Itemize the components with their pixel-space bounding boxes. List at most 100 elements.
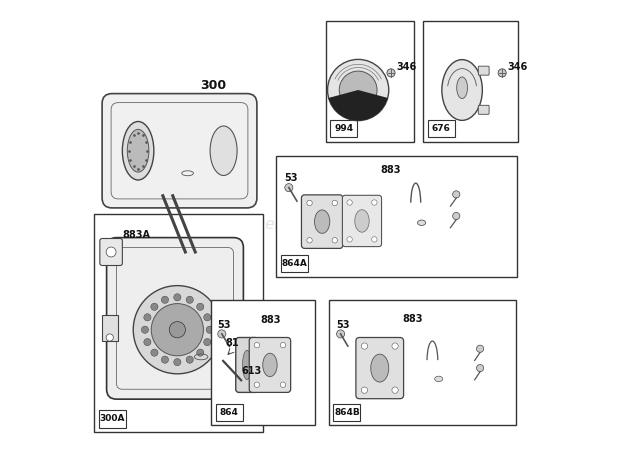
FancyBboxPatch shape [277, 156, 517, 277]
Circle shape [221, 358, 226, 364]
Circle shape [332, 238, 337, 243]
Circle shape [197, 349, 204, 356]
Text: 883: 883 [402, 315, 423, 324]
FancyBboxPatch shape [478, 66, 489, 75]
Ellipse shape [314, 210, 330, 233]
Circle shape [392, 387, 398, 393]
Circle shape [218, 330, 226, 338]
Circle shape [280, 382, 286, 387]
Circle shape [161, 356, 169, 363]
FancyBboxPatch shape [236, 338, 259, 392]
Polygon shape [211, 349, 223, 355]
FancyBboxPatch shape [211, 300, 316, 425]
Circle shape [477, 364, 484, 372]
Text: 346: 346 [396, 62, 417, 72]
FancyBboxPatch shape [329, 300, 516, 425]
Text: 864A: 864A [281, 259, 307, 268]
Circle shape [204, 314, 211, 321]
Circle shape [453, 191, 460, 198]
Text: 53: 53 [336, 320, 350, 330]
Circle shape [174, 359, 181, 366]
Circle shape [307, 200, 312, 206]
FancyBboxPatch shape [478, 105, 489, 114]
Circle shape [151, 303, 158, 310]
FancyBboxPatch shape [342, 195, 381, 247]
Text: 81: 81 [226, 338, 239, 348]
Circle shape [280, 342, 286, 348]
FancyBboxPatch shape [249, 338, 291, 392]
Circle shape [371, 237, 377, 242]
Circle shape [141, 326, 149, 333]
Ellipse shape [210, 126, 237, 176]
Ellipse shape [127, 130, 149, 172]
Circle shape [371, 200, 377, 205]
Circle shape [206, 326, 213, 333]
Wedge shape [329, 90, 388, 121]
Circle shape [387, 69, 395, 77]
FancyBboxPatch shape [334, 404, 360, 421]
Text: 864B: 864B [334, 408, 360, 417]
Circle shape [169, 322, 185, 338]
Text: 883: 883 [381, 165, 401, 175]
Ellipse shape [371, 354, 389, 382]
FancyBboxPatch shape [281, 255, 308, 272]
Text: 883A: 883A [122, 230, 150, 240]
Circle shape [161, 296, 169, 303]
Circle shape [339, 71, 377, 109]
FancyBboxPatch shape [99, 410, 125, 428]
FancyBboxPatch shape [102, 94, 257, 208]
Circle shape [151, 304, 203, 356]
Circle shape [285, 184, 293, 192]
Text: 346: 346 [507, 62, 528, 72]
Circle shape [204, 338, 211, 346]
Circle shape [332, 200, 337, 206]
Circle shape [186, 356, 193, 363]
FancyBboxPatch shape [423, 21, 518, 142]
Circle shape [392, 343, 398, 349]
Circle shape [347, 200, 352, 205]
Circle shape [151, 349, 158, 356]
Circle shape [337, 330, 345, 338]
Circle shape [186, 296, 193, 303]
Circle shape [498, 69, 506, 77]
Circle shape [133, 286, 221, 374]
Text: 864: 864 [219, 408, 239, 417]
FancyBboxPatch shape [428, 120, 455, 137]
Ellipse shape [457, 77, 467, 99]
Ellipse shape [417, 220, 426, 225]
Text: 300: 300 [200, 79, 226, 92]
FancyBboxPatch shape [94, 214, 263, 432]
FancyBboxPatch shape [216, 404, 242, 421]
Circle shape [254, 382, 260, 387]
Circle shape [174, 294, 181, 301]
Ellipse shape [122, 122, 154, 180]
FancyBboxPatch shape [107, 238, 244, 399]
Text: 676: 676 [432, 124, 451, 133]
Text: eReplacementParts.com: eReplacementParts.com [180, 217, 367, 233]
Text: 53: 53 [218, 320, 231, 330]
Ellipse shape [442, 59, 482, 120]
Text: 300A: 300A [99, 414, 125, 423]
Circle shape [106, 247, 116, 257]
Circle shape [144, 314, 151, 321]
FancyBboxPatch shape [100, 238, 122, 266]
Circle shape [361, 343, 368, 349]
Circle shape [239, 378, 244, 382]
Ellipse shape [242, 350, 252, 380]
Text: 613: 613 [242, 366, 262, 376]
Ellipse shape [263, 353, 277, 377]
Text: 53: 53 [285, 173, 298, 183]
Circle shape [347, 237, 352, 242]
FancyBboxPatch shape [356, 338, 404, 399]
Circle shape [254, 342, 260, 348]
Text: 883: 883 [260, 315, 281, 325]
FancyBboxPatch shape [326, 21, 414, 142]
Ellipse shape [355, 210, 369, 232]
Circle shape [307, 238, 312, 243]
Ellipse shape [185, 250, 196, 254]
Circle shape [453, 212, 460, 220]
Circle shape [477, 345, 484, 352]
FancyBboxPatch shape [102, 315, 118, 341]
Ellipse shape [435, 376, 443, 382]
Circle shape [361, 387, 368, 393]
